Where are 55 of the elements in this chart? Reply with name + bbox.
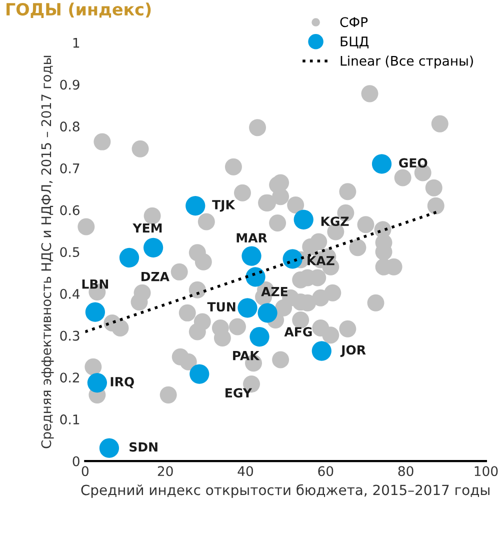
legend-label: СФР xyxy=(340,17,368,28)
point xyxy=(246,267,266,287)
annotation: TJK xyxy=(212,200,236,212)
point xyxy=(282,249,302,269)
x-tick-label: 100 xyxy=(474,466,498,476)
point xyxy=(99,438,120,458)
point xyxy=(250,326,270,347)
annotation: EGY xyxy=(226,388,252,398)
point xyxy=(242,246,262,266)
annotation: JOR xyxy=(340,345,366,357)
annotation: DZA xyxy=(142,272,170,282)
chart-title: ГОДЫ (индекс) xyxy=(6,2,151,18)
annotation: LBN xyxy=(82,280,108,289)
y-axis-title: Средняя эффективность НДС и НДФЛ, 2015 – 2017 годы xyxy=(41,56,54,448)
annotation: SDN xyxy=(130,442,158,452)
x-tick-label: 0 xyxy=(82,466,88,476)
x-axis-title: Средний индекс открытости бюджета, 2015–2017 годы xyxy=(81,484,490,498)
y-tick-label: 0.4 xyxy=(60,288,80,299)
legend-label: БЦД xyxy=(340,36,368,48)
annotation: PAK xyxy=(233,351,260,360)
point xyxy=(87,372,108,393)
point xyxy=(119,248,140,268)
y-tick-label: 0.7 xyxy=(60,163,80,174)
point xyxy=(190,364,210,384)
y-tick-label: 0.5 xyxy=(60,247,80,258)
point xyxy=(238,298,258,318)
x-tick-label: 60 xyxy=(318,466,334,476)
x-tick-label: 80 xyxy=(398,466,414,476)
annotation: AFG xyxy=(284,327,312,336)
point xyxy=(294,210,314,230)
annotation: IRQ xyxy=(110,376,134,388)
legend-label: Linear (Все страны) xyxy=(340,56,473,68)
point xyxy=(258,303,278,323)
annotation: TUN xyxy=(207,302,236,312)
x-tick-label: 20 xyxy=(158,466,173,476)
y-tick-label: 0.2 xyxy=(60,372,79,383)
y-tick-label: 0.3 xyxy=(60,330,80,341)
y-tick-label: 0.6 xyxy=(60,205,80,216)
annotation: AZE xyxy=(261,287,288,296)
y-tick-label: 0 xyxy=(72,456,80,466)
point xyxy=(85,302,106,322)
point xyxy=(143,238,164,258)
point xyxy=(372,154,392,174)
point xyxy=(186,196,206,216)
annotation: YEM xyxy=(132,223,162,233)
annotation: KGZ xyxy=(321,216,349,226)
y-tick-label: 1 xyxy=(73,38,80,48)
x-tick-label: 40 xyxy=(238,466,254,476)
annotation: MAR xyxy=(236,233,268,242)
annotation: GEO xyxy=(399,158,428,168)
y-tick-label: 0.8 xyxy=(60,122,80,132)
annotation: KAZ xyxy=(308,256,334,266)
point xyxy=(312,341,332,361)
y-tick-label: 0.1 xyxy=(60,414,80,424)
y-tick-label: 0.9 xyxy=(60,80,80,90)
